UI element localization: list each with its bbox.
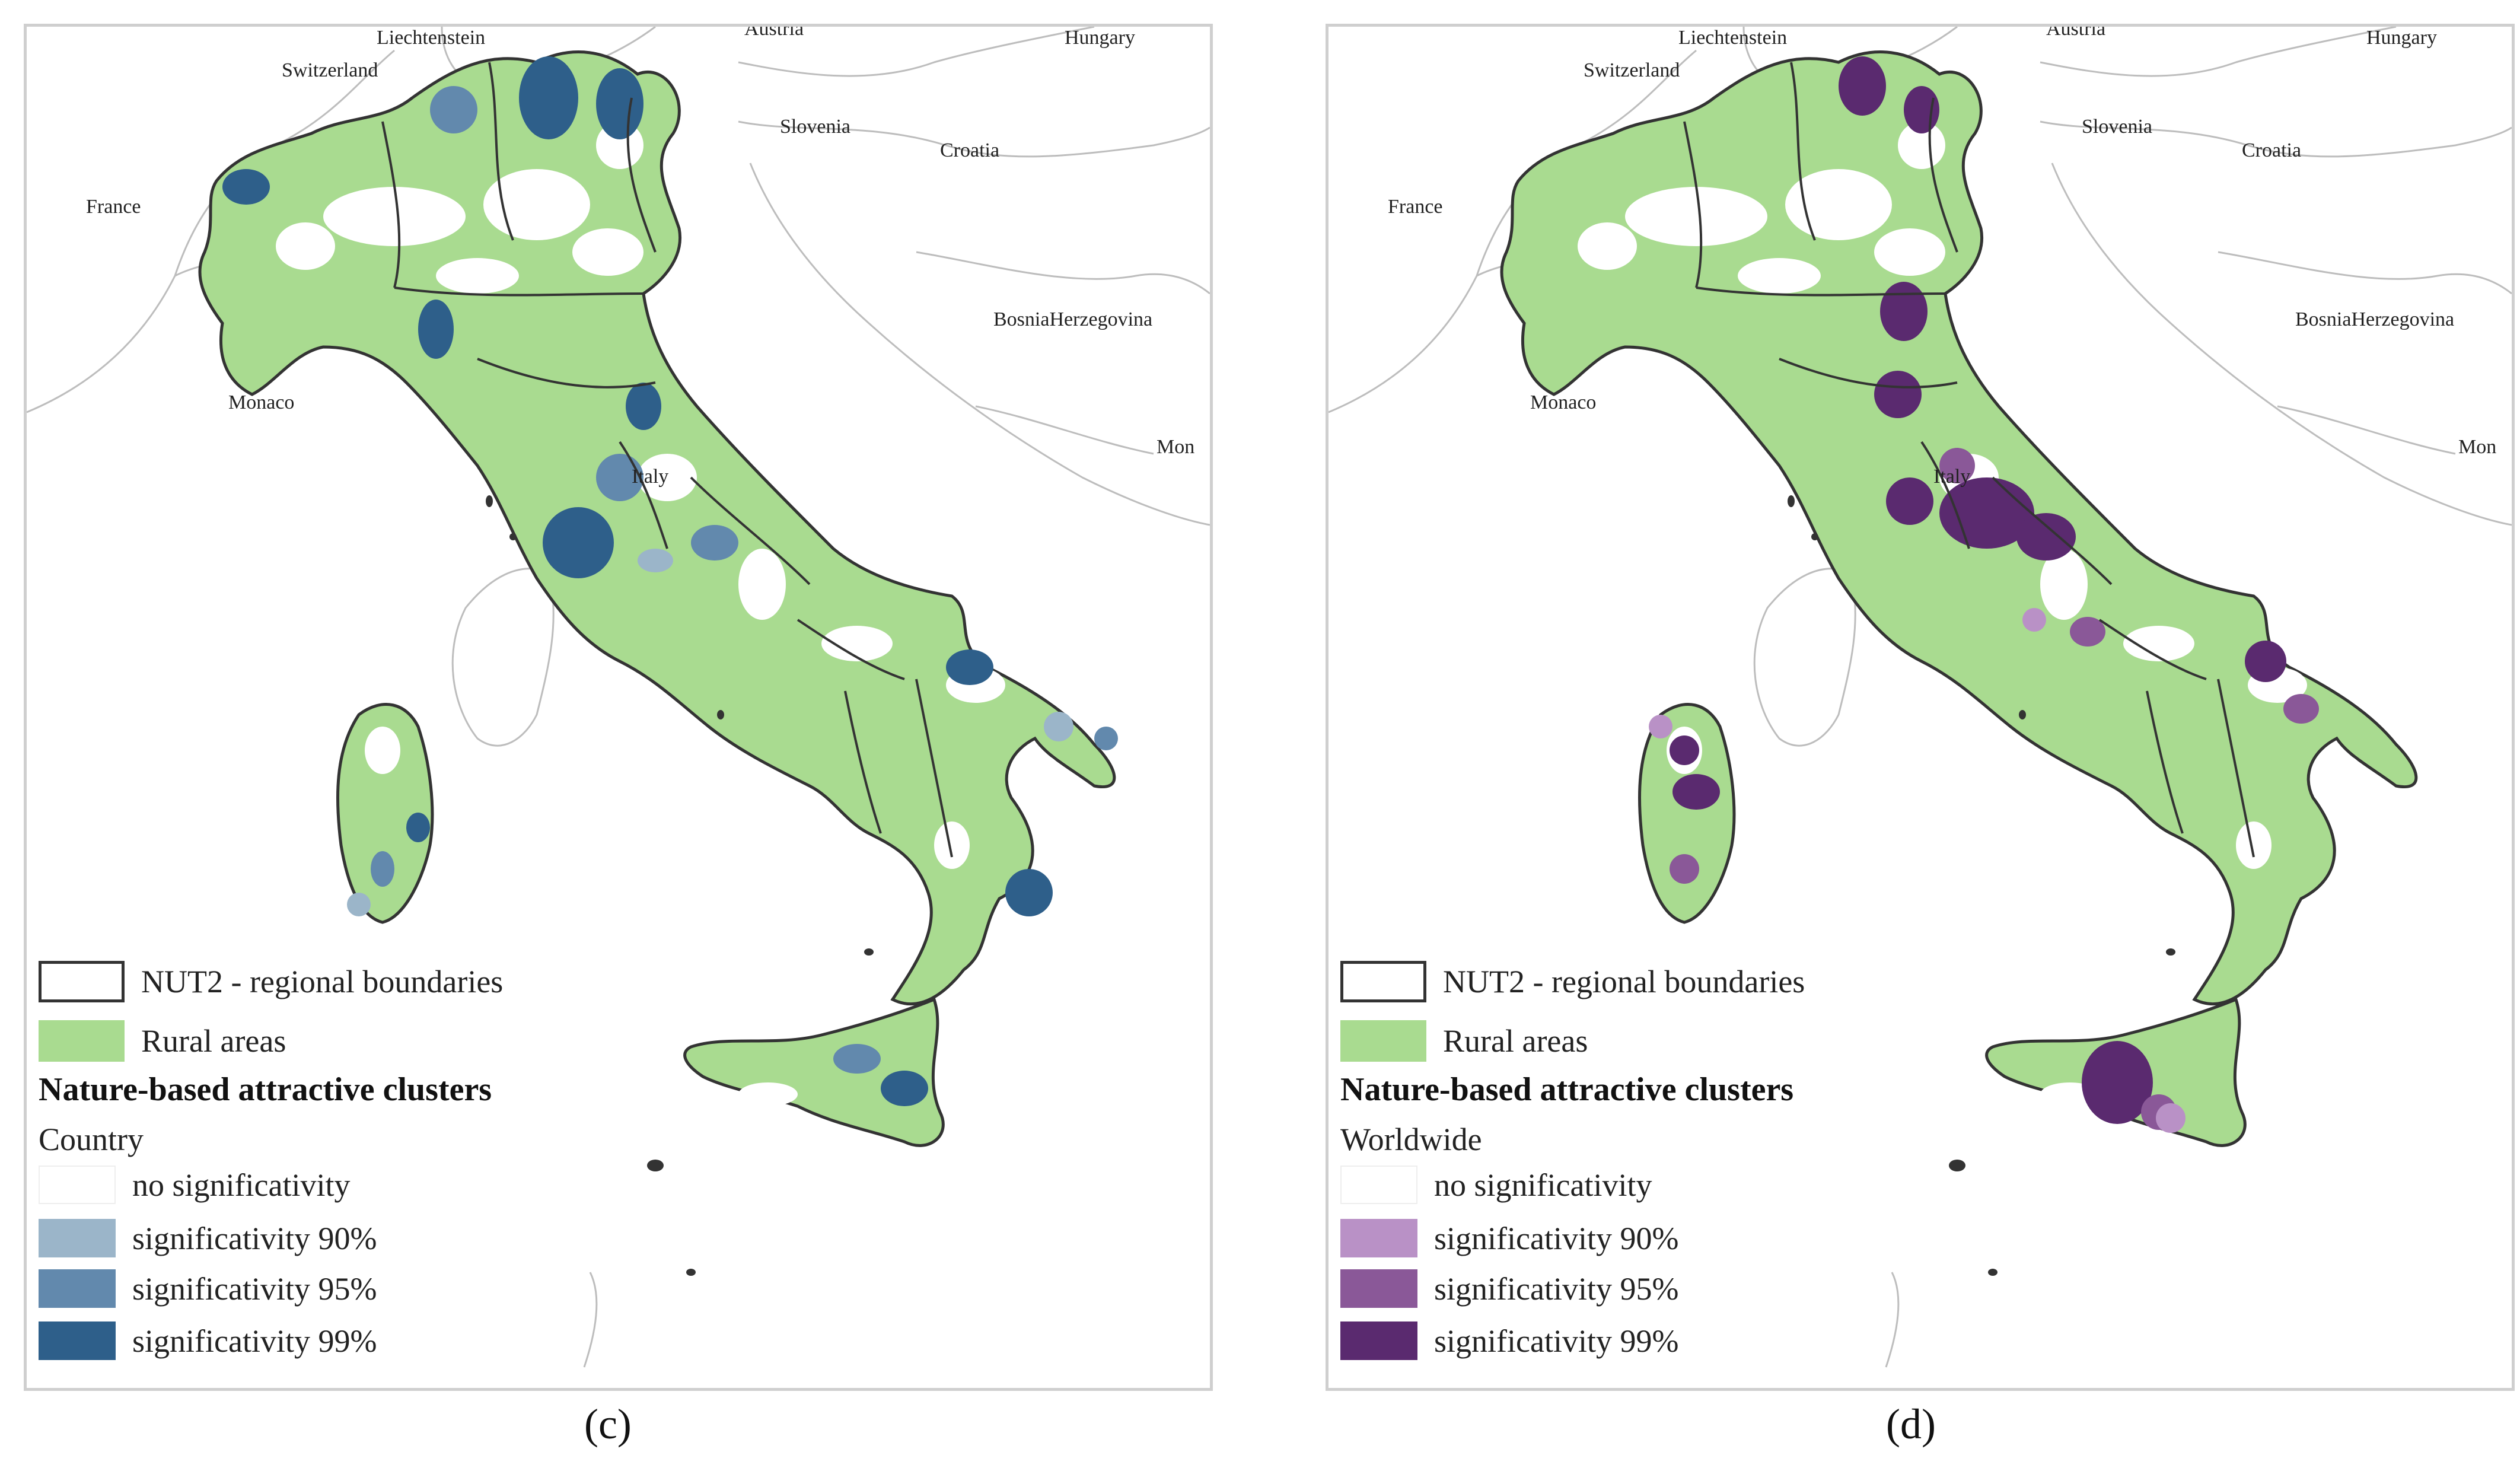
country-label: Hungary [2366,27,2437,49]
country-label: Italy [1933,466,1971,488]
legend-sig99: significativity 99% [1340,1321,1678,1360]
legend-label: NUT2 - regional boundaries [141,964,504,999]
legend-sig95: significativity 95% [1340,1269,1678,1308]
legend-label: significativity 95% [1434,1270,1679,1307]
country-label: Monaco [228,391,295,413]
country-label: Mon [2458,436,2497,458]
country-label: Liechtenstein [377,27,486,49]
country-label: BosniaHerzegovina [993,308,1153,330]
france-border [27,49,395,413]
sig95-swatch [1340,1269,1417,1308]
panel-caption-c: (c) [584,1400,632,1448]
legend-title: Nature-based attractive clusters [39,1071,492,1108]
map-panel-country: Liechtenstein Austria Hungary Switzerlan… [24,24,1213,1391]
italy-land [198,50,1116,1147]
country-label: Slovenia [780,116,850,138]
map-panel-worldwide: Liechtenstein Austria Hungary Switzerlan… [1326,24,2515,1391]
country-label: France [1388,196,1443,218]
sig99-swatch [39,1321,116,1360]
clusters-90 [1649,608,2186,1133]
clusters [222,56,1118,1106]
no-sig-swatch [1340,1166,1417,1204]
map-legend: NUT2 - regional boundaries Rural areas N… [39,961,691,1388]
boundary-swatch [1340,961,1426,1002]
bosnia-border [916,251,1210,295]
legend-title: Nature-based attractive clusters [1340,1071,1794,1108]
legend-rural: Rural areas [1340,1020,1588,1062]
legend-sig90: significativity 90% [39,1219,377,1257]
hungary-border [738,27,1095,77]
rural-swatch [39,1020,125,1062]
country-label: Switzerland [282,59,378,81]
boundary-swatch [39,961,125,1002]
clusters [1649,56,2319,1133]
sig90-swatch [1340,1219,1417,1257]
small-islands [486,495,874,1276]
small-islands [1788,495,2175,1276]
rural-swatch [1340,1020,1426,1062]
clusters-95 [371,86,1118,1074]
country-label: BosniaHerzegovina [2295,308,2455,330]
legend-no-sig: no significativity [39,1166,350,1204]
legend-label: significativity 95% [132,1270,377,1307]
legend-boundary: NUT2 - regional boundaries [39,961,503,1002]
non-rural-areas [1578,122,2360,1106]
country-label: Liechtenstein [1678,27,1788,49]
no-sig-swatch [39,1166,116,1204]
country-label: Switzerland [1584,59,1680,81]
italy-map [27,27,1210,1368]
legend-no-sig: no significativity [1340,1166,1652,1204]
country-label: Italy [632,466,669,488]
country-label: Austria [744,24,804,40]
clusters-99 [1670,56,2286,1124]
legend-label: no significativity [132,1167,351,1203]
legend-boundary: NUT2 - regional boundaries [1340,961,1805,1002]
country-label: Hungary [1065,27,1135,49]
tunisia-coast [583,1272,598,1368]
corsica [451,568,555,747]
country-label: Croatia [940,139,1000,161]
map-legend: NUT2 - regional boundaries Rural areas N… [1340,961,1993,1388]
country-label: Slovenia [2082,116,2152,138]
croatia-coast [749,163,1210,526]
country-label: Mon [1157,436,1195,458]
legend-label: significativity 90% [132,1220,377,1256]
clusters-90 [347,549,1073,916]
legend-label: NUT2 - regional boundaries [1443,964,1805,999]
italy-map [1329,27,2512,1368]
legend-scope: Country [39,1122,144,1157]
legend-rural: Rural areas [39,1020,286,1062]
slovenia-croatia-border [738,120,1210,158]
legend-sig90: significativity 90% [1340,1219,1678,1257]
legend-label: significativity 99% [132,1323,377,1359]
legend-sig99: significativity 99% [39,1321,377,1360]
country-label: Austria [2046,24,2106,40]
sig99-swatch [1340,1321,1417,1360]
sardinia [1637,703,1736,924]
legend-sig95: significativity 95% [39,1269,377,1308]
panel-caption-d: (d) [1886,1400,1936,1448]
country-label: Monaco [1530,391,1597,413]
bosnia-coast [975,405,1154,455]
legend-label: no significativity [1434,1167,1652,1203]
legend-scope: Worldwide [1340,1122,1482,1157]
legend-label: Rural areas [1443,1023,1588,1059]
legend-label: Rural areas [141,1023,286,1059]
legend-label: significativity 99% [1434,1323,1679,1359]
sardinia [336,703,434,924]
sig90-swatch [39,1219,116,1257]
country-label: Croatia [2242,139,2302,161]
legend-label: significativity 90% [1434,1220,1679,1256]
country-label: France [86,196,141,218]
clusters-99 [222,56,1053,1106]
mainland [198,50,1116,1006]
nut2-boundaries [381,62,953,858]
sig95-swatch [39,1269,116,1308]
nut2-boundaries [1683,62,2255,858]
